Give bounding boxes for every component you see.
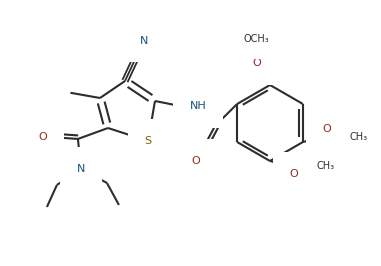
Text: CH₃: CH₃	[317, 161, 335, 171]
Text: CH₃: CH₃	[350, 132, 368, 142]
Text: O: O	[38, 132, 47, 142]
Text: N: N	[77, 164, 85, 174]
Text: S: S	[144, 136, 152, 146]
Text: O: O	[290, 169, 298, 179]
Text: NH: NH	[190, 101, 207, 111]
Text: O: O	[253, 58, 261, 68]
Text: O: O	[323, 124, 331, 134]
Text: OCH₃: OCH₃	[243, 34, 269, 44]
Text: N: N	[140, 36, 148, 45]
Text: O: O	[192, 156, 200, 166]
